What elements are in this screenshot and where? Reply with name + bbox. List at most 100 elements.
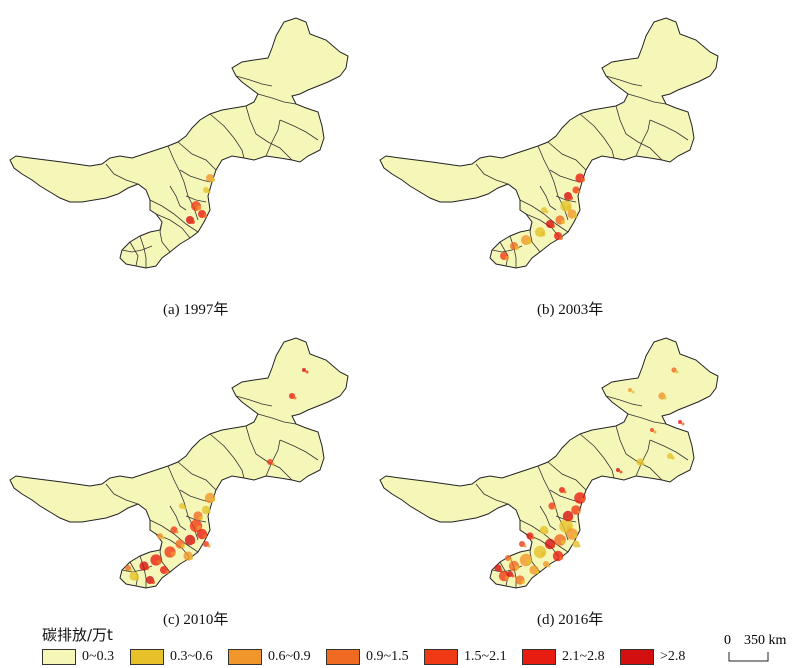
emission-hotspot [631, 390, 635, 394]
emission-hotspot [211, 178, 215, 182]
emission-hotspot [561, 540, 565, 544]
city-boundary [209, 113, 245, 159]
emission-hotspot [641, 462, 645, 466]
legend-item: 1.5~2.1 [424, 648, 507, 666]
city-boundary [547, 461, 587, 491]
emission-hotspot [509, 558, 513, 562]
city-boundary [555, 195, 577, 203]
scale-bar: 0 350 km [724, 633, 787, 662]
emission-hotspot [271, 462, 275, 466]
emission-hotspot [581, 498, 585, 502]
emission-hotspot [499, 568, 503, 572]
emission-hotspot [619, 470, 623, 474]
city-boundary [155, 213, 191, 239]
scale-line [728, 652, 769, 662]
city-boundary [579, 113, 615, 159]
map-2010 [9, 337, 349, 589]
emission-hotspot [526, 239, 532, 245]
emission-hotspot [663, 396, 667, 400]
city-boundary [649, 439, 689, 461]
map-panel-2003 [379, 10, 750, 310]
caption-1997: (a) 1997年 [163, 302, 229, 318]
emission-hotspot [203, 541, 209, 547]
emission-hotspot [203, 214, 207, 218]
emission-hotspot [541, 207, 547, 213]
legend-item: 0~0.3 [42, 648, 114, 666]
city-boundary [105, 163, 139, 185]
emission-hotspot [675, 370, 679, 374]
emission-hotspot [211, 498, 215, 502]
legend-swatch [228, 649, 262, 665]
emission-hotspot [151, 580, 155, 584]
emission-hotspot [553, 506, 557, 510]
emission-hotspot [574, 492, 586, 504]
city-boundary [615, 425, 663, 481]
emission-hotspot [161, 536, 165, 540]
emission-hotspot [573, 214, 577, 218]
emission-hotspot [521, 580, 525, 584]
city-boundary [265, 119, 281, 157]
emission-hotspot [526, 559, 532, 565]
emission-hotspot [302, 368, 306, 372]
city-boundary [235, 75, 273, 87]
emission-hotspot [505, 555, 511, 561]
legend-item: >2.8 [620, 648, 685, 666]
emission-hotspot [577, 190, 581, 194]
legend-label: 2.1~2.8 [562, 649, 605, 664]
emission-hotspot [569, 196, 573, 200]
city-boundary [257, 413, 297, 425]
emission-hotspot [569, 516, 573, 520]
emission-hotspot [545, 210, 549, 214]
emission-hotspot [515, 566, 519, 570]
emission-hotspot [540, 551, 546, 557]
city-boundary [179, 169, 211, 183]
map-panel-2010 [9, 330, 380, 630]
city-boundary [635, 439, 651, 477]
city-boundary [185, 195, 207, 203]
emission-hotspot [573, 534, 577, 538]
emission-hotspot [289, 393, 295, 399]
city-boundary [257, 93, 297, 105]
city-boundary [635, 119, 651, 157]
emission-hotspot [125, 565, 131, 571]
city-boundary [579, 433, 615, 479]
city-boundary [615, 105, 663, 161]
emission-hotspot [554, 534, 566, 546]
city-boundary [121, 245, 153, 253]
city-boundary [627, 93, 667, 105]
emission-hotspot [566, 205, 572, 211]
emission-hotspot [305, 370, 309, 374]
emission-hotspot [511, 574, 515, 578]
city-boundary [245, 105, 293, 161]
emission-hotspot [135, 576, 139, 580]
emission-hotspot [671, 367, 677, 373]
emission-hotspot [577, 510, 581, 514]
emission-hotspot [175, 530, 179, 534]
legend-item: 0.9~1.5 [326, 648, 409, 666]
emission-hotspot [581, 178, 585, 182]
emission-hotspot [203, 534, 207, 538]
emission-hotspot [559, 556, 563, 560]
legend-swatch [326, 649, 360, 665]
emission-hotspot [616, 468, 620, 472]
legend-swatch [130, 649, 164, 665]
city-boundary [279, 119, 319, 141]
legend-item: 0.3~0.6 [130, 648, 213, 666]
emission-hotspot [505, 256, 509, 260]
emission-hotspot [628, 388, 632, 392]
emission-hotspot [561, 220, 565, 224]
emission-hotspot [563, 490, 567, 494]
emission-hotspot [267, 459, 273, 465]
emission-hotspot [543, 561, 549, 567]
emission-hotspot [531, 536, 535, 540]
city-boundary [177, 141, 217, 171]
emission-hotspot [189, 556, 193, 560]
emission-hotspot [671, 456, 675, 460]
emission-hotspot [157, 533, 163, 539]
emission-hotspot [191, 540, 195, 544]
emission-hotspot [170, 551, 176, 557]
emission-hotspot [540, 231, 546, 237]
legend-label: 0~0.3 [82, 649, 115, 664]
city-boundary [549, 169, 581, 183]
emission-hotspot [551, 224, 555, 228]
